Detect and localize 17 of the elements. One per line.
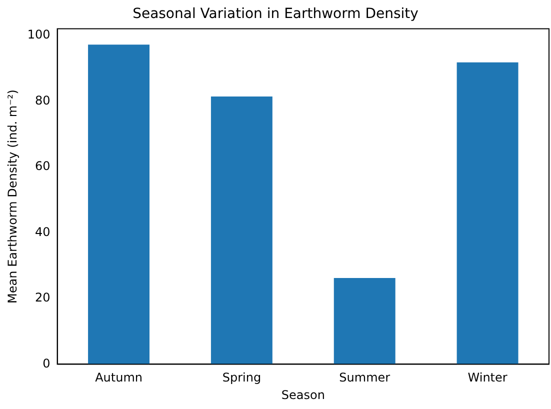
y-tick-label: 0 xyxy=(42,356,50,370)
x-tick-label: Winter xyxy=(468,370,508,385)
y-tick-label: 60 xyxy=(35,159,50,174)
y-tick-label: 100 xyxy=(27,28,50,42)
chart-title: Seasonal Variation in Earthworm Density xyxy=(132,6,418,22)
bar xyxy=(334,278,396,364)
bar xyxy=(210,96,272,364)
x-tick-label: Summer xyxy=(339,370,390,385)
bar xyxy=(456,62,518,364)
y-tick-label: 20 xyxy=(35,290,50,305)
y-tick-label: 40 xyxy=(35,224,50,239)
x-axis-title: Season xyxy=(281,388,325,402)
bar xyxy=(88,44,150,364)
y-tick-label: 80 xyxy=(35,93,50,108)
x-tick-label: Autumn xyxy=(95,370,142,385)
y-axis-title: Mean Earthworm Density (ind. m⁻²) xyxy=(5,90,20,304)
x-tick-label: Spring xyxy=(222,370,262,385)
